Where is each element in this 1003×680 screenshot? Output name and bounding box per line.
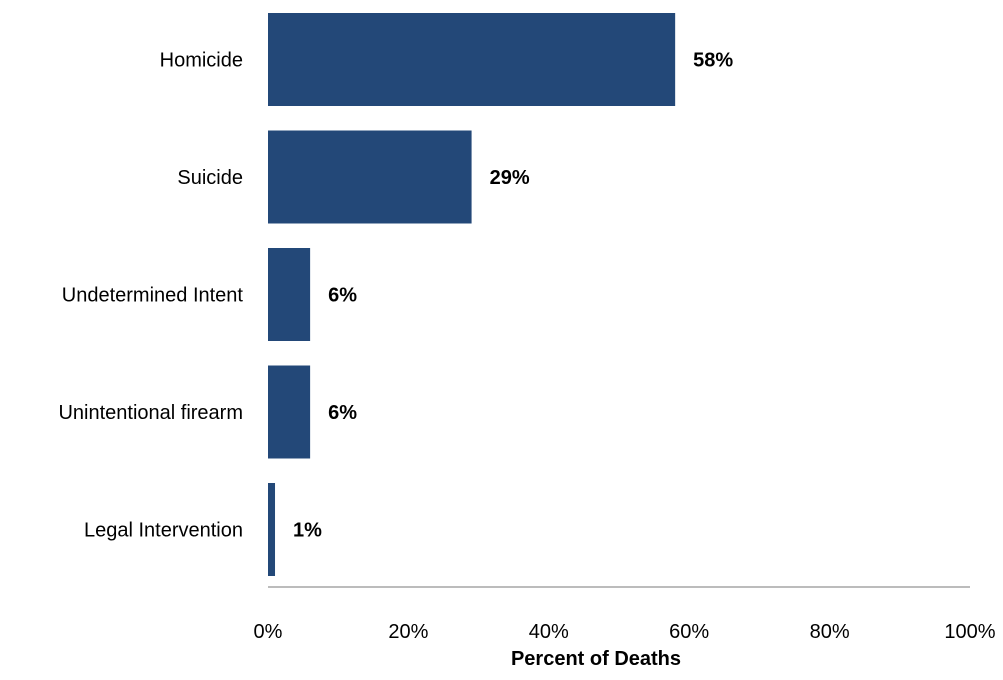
- x-tick-labels: 0% 20% 40% 60% 80% 100%: [254, 621, 996, 643]
- value-label-homicide: 58%: [693, 50, 733, 72]
- bar-homicide: [268, 13, 676, 106]
- bar-legal-intervention: [268, 483, 276, 576]
- bar-suicide: [268, 130, 472, 224]
- x-tick-label-60: 60%: [669, 621, 709, 643]
- x-tick-label-20: 20%: [388, 621, 428, 643]
- category-label-unintentional-firearm: Unintentional firearm: [58, 402, 243, 424]
- category-label-homicide: Homicide: [160, 50, 243, 72]
- category-label-legal-intervention: Legal Intervention: [84, 520, 243, 542]
- value-label-legal-intervention: 1%: [293, 520, 322, 542]
- category-label-undetermined-intent: Undetermined Intent: [62, 285, 244, 307]
- bars-layer: [268, 13, 676, 576]
- category-label-suicide: Suicide: [177, 167, 243, 189]
- x-axis-title: Percent of Deaths: [511, 648, 681, 670]
- x-tick-label-0: 0%: [254, 621, 283, 643]
- x-tick-label-100: 100%: [944, 621, 995, 643]
- bar-unintentional-firearm: [268, 365, 311, 459]
- x-tick-label-80: 80%: [810, 621, 850, 643]
- bar-undetermined-intent: [268, 248, 311, 341]
- x-tick-label-40: 40%: [529, 621, 569, 643]
- value-labels-layer: 58% 29% 6% 6% 1%: [293, 50, 733, 542]
- category-labels-layer: Homicide Suicide Undetermined Intent Uninte…: [58, 50, 243, 542]
- value-label-undetermined-intent: 6%: [328, 285, 357, 307]
- value-label-suicide: 29%: [490, 167, 530, 189]
- value-label-unintentional-firearm: 6%: [328, 402, 357, 424]
